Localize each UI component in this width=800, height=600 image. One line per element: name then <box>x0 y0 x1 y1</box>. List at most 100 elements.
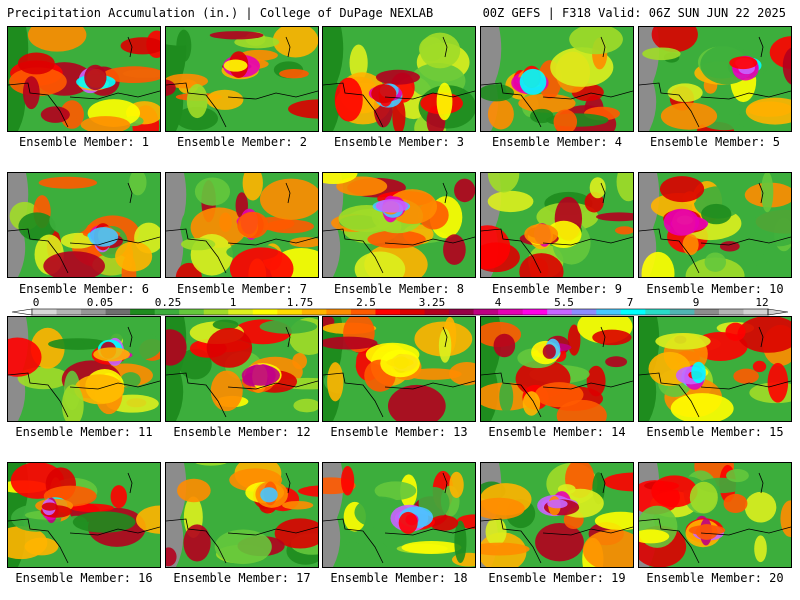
precip-map <box>166 317 318 421</box>
precip-contour <box>375 69 420 85</box>
ensemble-member-label: Ensemble Member: 8 <box>333 282 465 296</box>
precip-contour <box>41 502 58 511</box>
ensemble-member-label: Ensemble Member: 15 <box>646 425 784 439</box>
colorbar-swatch <box>645 309 671 315</box>
ensemble-member-label: Ensemble Member: 6 <box>18 282 150 296</box>
precip-map <box>323 173 475 277</box>
ensemble-map-panel <box>7 26 161 132</box>
boundary-lines <box>639 182 791 274</box>
precip-contour <box>723 493 748 514</box>
precip-contour <box>38 176 98 189</box>
precip-contour <box>524 223 559 245</box>
colorbar-swatch <box>326 309 352 315</box>
ensemble-member-label: Ensemble Member: 4 <box>491 135 623 149</box>
precip-contour <box>288 99 318 119</box>
precip-contour <box>132 469 160 513</box>
precip-contour <box>569 27 623 55</box>
ensemble-map-panel <box>480 26 634 132</box>
precip-contour <box>401 540 462 554</box>
precip-contour <box>487 173 520 193</box>
precip-map <box>166 27 318 131</box>
precip-contour <box>349 44 368 82</box>
precip-contour <box>49 205 90 236</box>
precip-contour <box>737 317 791 353</box>
ensemble-map-panel <box>165 316 319 422</box>
colorbar-swatch <box>571 309 597 315</box>
precip-contour <box>436 82 453 121</box>
precip-contour <box>88 227 119 247</box>
precip-contour <box>429 515 459 531</box>
boundary-lines <box>323 36 475 128</box>
colorbar-max-arrow <box>767 308 789 316</box>
precip-contour <box>72 511 136 533</box>
boundary-lines <box>323 182 475 274</box>
boundary-lines <box>8 326 160 418</box>
colorbar-swatch <box>547 309 573 315</box>
page-title: Precipitation Accumulation (in.) | Colle… <box>7 6 434 20</box>
precip-contour <box>487 190 534 213</box>
colorbar-swatch <box>154 309 180 315</box>
precip-map <box>8 317 160 421</box>
boundary-lines <box>8 182 160 274</box>
precip-contour <box>48 338 108 350</box>
ensemble-map-panel <box>638 462 792 568</box>
boundary-lines <box>166 472 318 564</box>
precip-contour <box>214 529 272 565</box>
precip-contour <box>356 540 392 567</box>
precip-contour <box>670 393 734 421</box>
precip-contour <box>210 370 243 412</box>
precip-contour <box>229 247 294 277</box>
precip-contour <box>260 487 278 503</box>
precip-contour <box>289 237 318 248</box>
boundary-lines <box>481 182 633 274</box>
boundary-lines <box>639 472 791 564</box>
precip-contour <box>341 466 355 496</box>
precip-map <box>639 173 791 277</box>
colorbar-tick-label: 0.25 <box>155 296 182 309</box>
ensemble-member-label: Ensemble Member: 19 <box>488 571 626 585</box>
colorbar-tick-label: 4 <box>495 296 502 309</box>
colorbar-swatch <box>301 309 327 315</box>
precip-contour <box>547 499 568 509</box>
precip-contour <box>43 251 105 277</box>
precip-contour <box>689 481 718 514</box>
precip-contour <box>298 485 318 497</box>
precip-map <box>166 173 318 277</box>
precip-map <box>323 463 475 567</box>
ensemble-map-panel <box>7 316 161 422</box>
ensemble-member-label: Ensemble Member: 1 <box>18 135 150 149</box>
precip-contour <box>641 251 675 277</box>
colorbar-swatch <box>81 309 107 315</box>
boundary-lines <box>8 472 160 564</box>
precip-contour <box>655 332 711 350</box>
colorbar-swatch <box>105 309 131 315</box>
precip-contour <box>535 523 584 562</box>
ensemble-member-label: Ensemble Member: 5 <box>649 135 781 149</box>
colorbar-swatch <box>203 309 229 315</box>
ensemble-map-panel <box>638 172 792 278</box>
ensemble-map-panel <box>165 172 319 278</box>
precip-contour <box>93 347 131 362</box>
ensemble-map-panel <box>165 462 319 568</box>
precip-map <box>481 317 633 421</box>
precip-contour <box>323 173 358 185</box>
colorbar-swatch <box>228 309 254 315</box>
colorbar-tick-label: 9 <box>693 296 700 309</box>
precip-contour <box>651 475 698 508</box>
precip-contour <box>605 356 628 368</box>
colorbar-swatch <box>522 309 548 315</box>
map-terrain-shade <box>639 173 660 277</box>
precip-contour <box>663 208 700 236</box>
precip-contour <box>40 106 70 123</box>
colorbar-swatch <box>252 309 278 315</box>
colorbar-swatch <box>56 309 82 315</box>
precip-contour <box>380 349 420 378</box>
colorbar-tick-label: 0 <box>33 296 40 309</box>
precip-contour <box>129 173 147 196</box>
precip-contour <box>642 47 681 61</box>
colorbar-tick-label: 12 <box>755 296 768 309</box>
precip-contour <box>175 106 219 131</box>
precip-contour <box>237 211 269 239</box>
precip-contour <box>448 362 475 386</box>
precip-contour <box>120 372 141 388</box>
